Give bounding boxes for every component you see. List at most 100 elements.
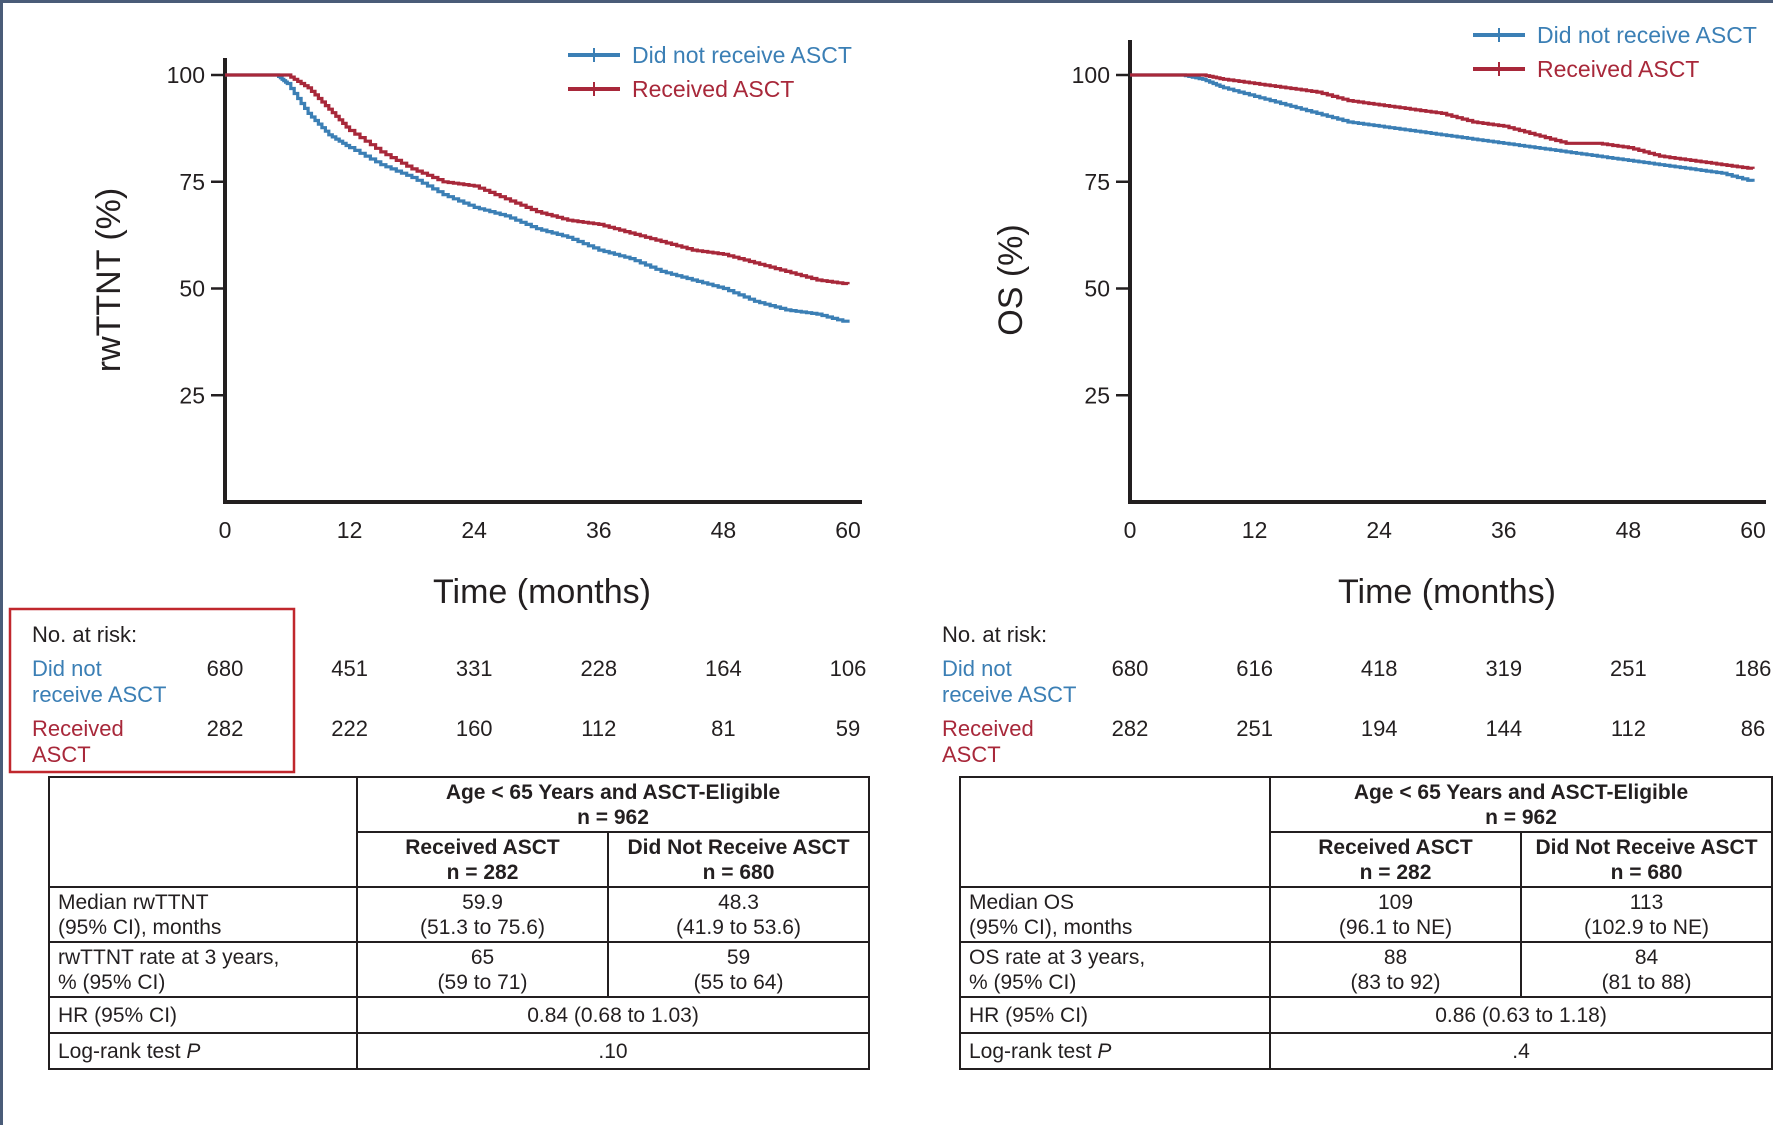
cell-value-ci: (102.9 to NE) [1584, 915, 1709, 939]
cell-value-ci: (96.1 to NE) [1338, 915, 1453, 939]
chart1-x-tick-label: 48 [711, 517, 737, 543]
logrank-label-text: Log-rank test [58, 1039, 181, 1063]
cell-value-main: 65 [470, 945, 495, 969]
table-row-hr: HR (95% CI) 0.84 (0.68 to 1.03) [48, 996, 871, 1034]
cell-value-ci: (81 to 88) [1601, 970, 1692, 994]
logrank-value: .10 [355, 1032, 871, 1070]
table-row-hr: HR (95% CI) 0.86 (0.63 to 1.18) [959, 996, 1773, 1034]
row-label-line2: (95% CI), months [58, 915, 222, 939]
row-label-line2: (95% CI), months [969, 915, 1133, 939]
col-not-received-header: Did Not Receive ASCT n = 680 [606, 831, 871, 888]
chart2-y-tick-label: 50 [1084, 276, 1110, 302]
chart2-x-tick-label: 48 [1616, 517, 1642, 543]
chart2-x-axis-label: Time (months) [1338, 573, 1556, 611]
col-received-header: Received ASCT n = 282 [356, 831, 609, 888]
cell-value-ci: (51.3 to 75.6) [420, 915, 545, 939]
chart2-risk-value: 144 [1485, 716, 1522, 741]
chart1-risk-row-label: receive ASCT [32, 682, 167, 707]
hr-value: 0.84 (0.68 to 1.03) [355, 996, 871, 1034]
stats-table-left: Age < 65 Years and ASCT-Eligible n = 962… [48, 776, 871, 1070]
chart2-risk-value: 282 [1112, 716, 1149, 741]
row-label: Median rwTTNT (95% CI), months [48, 886, 358, 943]
row-label: OS rate at 3 years, % (95% CI) [959, 941, 1271, 998]
chart1-x-axis-label: Time (months) [433, 573, 651, 611]
cell-value-ci: (83 to 92) [1350, 970, 1441, 994]
group-n: n = 962 [1485, 805, 1557, 829]
chart1-x-tick-label: 12 [337, 517, 363, 543]
group-header: Age < 65 Years and ASCT-Eligible n = 962 [1268, 776, 1773, 833]
chart2-x-tick-label: 60 [1740, 517, 1766, 543]
cell-value: 65 (59 to 71) [356, 941, 609, 998]
chart1-y-tick-label: 100 [167, 62, 205, 88]
chart2-risk-value: 186 [1735, 656, 1772, 681]
chart1-risk-value: 59 [836, 716, 860, 741]
chart1-series-line-received [225, 73, 850, 286]
row-label-line1: OS rate at 3 years, [969, 945, 1146, 969]
logrank-p-symbol: P [186, 1039, 201, 1063]
chart2-series-line-received [1130, 73, 1755, 170]
col-received-n: n = 282 [446, 860, 519, 884]
table-row: rwTTNT rate at 3 years, % (95% CI) 65 (5… [48, 941, 871, 998]
cell-value-main: 59.9 [462, 890, 503, 914]
stats-table-right: Age < 65 Years and ASCT-Eligible n = 962… [959, 776, 1773, 1070]
chart1-risk-value: 81 [711, 716, 735, 741]
logrank-label: Log-rank test P [959, 1032, 1271, 1070]
table-corner-empty [48, 776, 358, 888]
chart1-x-tick-label: 36 [586, 517, 612, 543]
chart2-risk-value: 251 [1610, 656, 1647, 681]
chart2-legend-label: Received ASCT [1537, 56, 1699, 82]
cell-value-ci: (41.9 to 53.6) [676, 915, 801, 939]
table-corner-empty [959, 776, 1271, 888]
chart1-risk-value: 164 [705, 656, 742, 681]
cell-value-main: 84 [1634, 945, 1659, 969]
col-not-received-n: n = 680 [1610, 860, 1683, 884]
row-label-line1: rwTTNT rate at 3 years, [58, 945, 280, 969]
table-row: Median OS (95% CI), months 109 (96.1 to … [959, 886, 1773, 943]
group-n: n = 962 [577, 805, 649, 829]
chart2-risk-value: 112 [1611, 716, 1646, 741]
cell-value: 59.9 (51.3 to 75.6) [356, 886, 609, 943]
chart2-x-tick-label: 36 [1491, 517, 1517, 543]
chart2-risk-value: 86 [1741, 716, 1765, 741]
chart2-x-tick-label: 12 [1242, 517, 1268, 543]
chart1-risk-row-label: ASCT [32, 742, 91, 767]
col-not-received-label: Did Not Receive ASCT [1535, 835, 1758, 859]
chart1-risk-value: 112 [581, 716, 616, 741]
chart1-risk-row-label: Did not [32, 656, 102, 681]
cell-value-main: 113 [1629, 890, 1664, 914]
cell-value: 109 (96.1 to NE) [1269, 886, 1522, 943]
hr-value: 0.86 (0.63 to 1.18) [1268, 996, 1773, 1034]
table-row: OS rate at 3 years, % (95% CI) 88 (83 to… [959, 941, 1773, 998]
chart1-risk-title: No. at risk: [32, 622, 137, 647]
logrank-label-text: Log-rank test [969, 1039, 1092, 1063]
chart2-risk-value: 616 [1236, 656, 1273, 681]
chart1-x-tick-label: 24 [461, 517, 487, 543]
cell-value-ci: (59 to 71) [437, 970, 528, 994]
cell-value: 59 (55 to 64) [606, 941, 871, 998]
cell-value-main: 109 [1377, 890, 1414, 914]
chart2-y-axis-label: OS (%) [992, 224, 1030, 335]
chart2-risk-value: 194 [1361, 716, 1398, 741]
chart1-series-line-did-not-receive [225, 73, 850, 323]
logrank-label: Log-rank test P [48, 1032, 358, 1070]
cell-value-main: 88 [1383, 945, 1408, 969]
cell-value: 88 (83 to 92) [1269, 941, 1522, 998]
chart2-risk-value: 251 [1236, 716, 1273, 741]
chart2-risk-value: 418 [1361, 656, 1398, 681]
group-header: Age < 65 Years and ASCT-Eligible n = 962 [355, 776, 871, 833]
chart1-risk-value: 228 [580, 656, 617, 681]
table-row: Median rwTTNT (95% CI), months 59.9 (51.… [48, 886, 871, 943]
chart1-x-tick-label: 0 [219, 517, 232, 543]
chart1-legend-label: Did not receive ASCT [632, 42, 852, 68]
col-received-header: Received ASCT n = 282 [1269, 831, 1522, 888]
km-charts: 100 75 50 25 0 12 24 36 48 60 Time (months) rwTTNT … [8, 22, 1772, 774]
chart2-x-tick-label: 0 [1124, 517, 1137, 543]
chart2-risk-row-label: ASCT [942, 742, 1001, 767]
cell-value-ci: (55 to 64) [693, 970, 784, 994]
cell-value-main: 48.3 [718, 890, 759, 914]
col-not-received-header: Did Not Receive ASCT n = 680 [1519, 831, 1773, 888]
col-received-label: Received ASCT [405, 835, 560, 859]
chart1-risk-row-label: Received [32, 716, 124, 741]
row-label-line1: Median rwTTNT [58, 890, 209, 914]
chart1-y-tick-label: 25 [179, 382, 205, 408]
